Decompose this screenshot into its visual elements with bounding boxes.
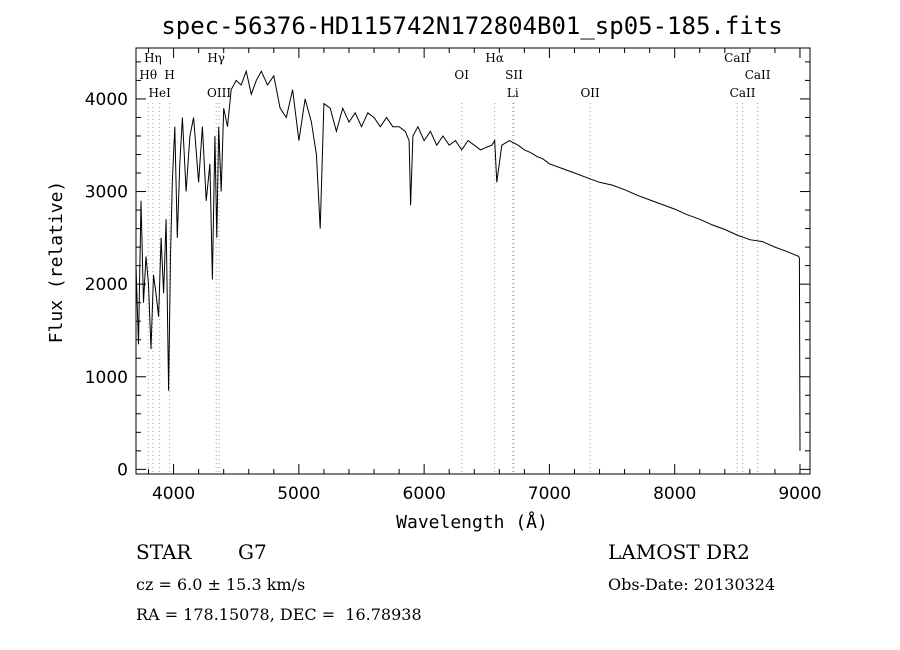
emission-line-label: CaII	[730, 86, 756, 100]
emission-line-label: H	[164, 68, 174, 82]
x-tick-label: 7000	[528, 484, 571, 504]
x-tick-label: 5000	[277, 484, 320, 504]
y-tick-label: 1000	[85, 368, 128, 388]
x-tick-label: 8000	[653, 484, 696, 504]
y-tick-label: 4000	[85, 90, 128, 110]
x-tick-label: 9000	[778, 484, 821, 504]
emission-line-markers	[147, 103, 759, 474]
y-tick-label: 0	[117, 460, 128, 480]
emission-line-label: CaII	[724, 51, 750, 65]
plot-frame	[135, 47, 811, 475]
emission-line-label: Li	[507, 86, 519, 100]
y-axis-label: Flux (relative)	[46, 181, 67, 344]
emission-line-label: Hη	[144, 51, 162, 65]
chart-title: spec-56376-HD115742N172804B01_sp05-185.f…	[161, 12, 782, 40]
emission-line-label: Hθ	[139, 68, 157, 82]
emission-line-label: CaII	[745, 68, 771, 82]
emission-line-label: Hγ	[207, 51, 225, 65]
coordinates-text: RA = 178.15078, DEC = 16.78938	[136, 605, 422, 624]
spectrum-series-line	[135, 69, 801, 451]
redshift-text: cz = 6.0 ± 15.3 km/s	[136, 575, 306, 594]
emission-line-label: OII	[580, 86, 600, 100]
emission-line-label: HeI	[149, 86, 172, 100]
emission-line-label: SII	[505, 68, 523, 82]
survey-label: LAMOST DR2	[608, 540, 750, 564]
object-subclass: G7	[238, 540, 267, 564]
obs-date-text: Obs-Date: 20130324	[608, 575, 776, 594]
x-tick-label: 6000	[403, 484, 446, 504]
y-tick-label: 3000	[85, 183, 128, 203]
object-class: STAR	[136, 540, 192, 564]
x-tick-label: 4000	[152, 484, 195, 504]
x-axis-ticks: 4000 5000 6000 7000 8000 9000	[148, 48, 822, 504]
emission-line-label: Hα	[485, 51, 504, 65]
y-tick-label: 2000	[85, 275, 128, 295]
y-axis-ticks: 0 1000 2000 3000 4000	[85, 61, 810, 480]
emission-line-label: OIII	[207, 86, 231, 100]
x-axis-label: Wavelength (Å)	[396, 511, 548, 533]
emission-line-label: OI	[454, 68, 469, 82]
